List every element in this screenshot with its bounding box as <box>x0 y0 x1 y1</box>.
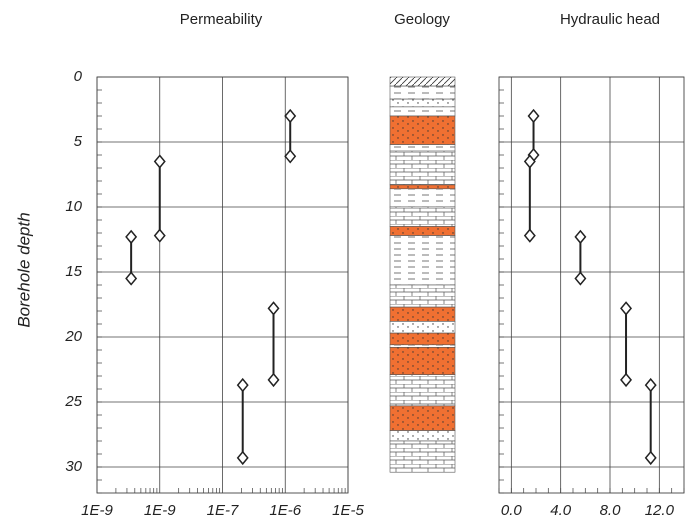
diamond-marker <box>644 450 657 466</box>
layer-pattern <box>390 333 455 345</box>
panel-title: Permeability <box>180 11 263 28</box>
diamond-marker <box>267 301 280 316</box>
diamond-marker <box>620 301 633 316</box>
layer-pattern <box>390 184 455 189</box>
diamond-marker <box>523 228 536 243</box>
x-tick-label: 12.0 <box>645 502 675 519</box>
diamond-marker <box>125 271 138 286</box>
layer-pattern <box>390 116 455 145</box>
layer-pattern <box>390 441 455 473</box>
x-tick-label: 1E-7 <box>207 502 239 519</box>
diamond-marker <box>644 377 657 393</box>
diamond-marker <box>620 372 633 388</box>
diamond-marker <box>284 149 297 164</box>
x-tick-label: 1E-9 <box>144 502 176 519</box>
x-tick-label: 4.0 <box>550 502 572 519</box>
x-tick-label: 1E-9 <box>81 502 113 519</box>
diamond-marker <box>153 228 166 243</box>
layer-pattern <box>390 321 455 334</box>
layer-pattern <box>390 344 455 348</box>
diamond-marker <box>574 229 587 245</box>
diamond-marker <box>125 229 138 245</box>
y-tick-label: 5 <box>74 133 83 150</box>
y-tick-label: 0 <box>74 68 83 85</box>
layer-pattern <box>390 430 455 441</box>
diamond-marker <box>527 108 540 124</box>
layer-pattern <box>390 144 455 152</box>
diamond-marker <box>236 377 249 393</box>
layer-pattern <box>390 285 455 308</box>
layer-pattern <box>390 405 455 431</box>
y-tick-label: 10 <box>65 198 82 215</box>
layer-pattern <box>390 307 455 322</box>
diamond-marker <box>574 271 587 286</box>
x-tick-label: 1E-5 <box>332 502 364 519</box>
diamond-marker <box>236 450 249 466</box>
x-tick-label: 8.0 <box>600 502 622 519</box>
panel-title: Hydraulic head <box>560 11 660 28</box>
layer-pattern <box>390 226 455 236</box>
x-tick-label: 1E-6 <box>269 502 301 519</box>
layer-pattern <box>390 86 455 100</box>
plot-frame <box>96 76 349 494</box>
layer-pattern <box>390 347 455 375</box>
diamond-marker <box>284 108 297 124</box>
y-tick-label: 30 <box>65 458 82 475</box>
layer-pattern <box>390 235 455 285</box>
layer-pattern <box>390 207 455 227</box>
y-tick-label: 20 <box>64 328 82 345</box>
panel-title: Geology <box>394 11 450 28</box>
layer-pattern <box>390 151 455 185</box>
plot-frame <box>498 76 685 494</box>
x-tick-label: 0.0 <box>501 502 523 519</box>
diamond-marker <box>523 154 536 169</box>
layer-pattern <box>390 374 455 406</box>
y-tick-label: 25 <box>64 393 82 410</box>
layer-pattern <box>390 77 455 87</box>
diamond-marker <box>267 372 280 388</box>
layer-pattern <box>390 99 455 107</box>
y-axis-label: Borehole depth <box>14 212 33 327</box>
diamond-marker <box>153 154 166 169</box>
y-tick-label: 15 <box>65 263 82 280</box>
layer-pattern <box>390 188 455 207</box>
layer-pattern <box>390 106 455 116</box>
